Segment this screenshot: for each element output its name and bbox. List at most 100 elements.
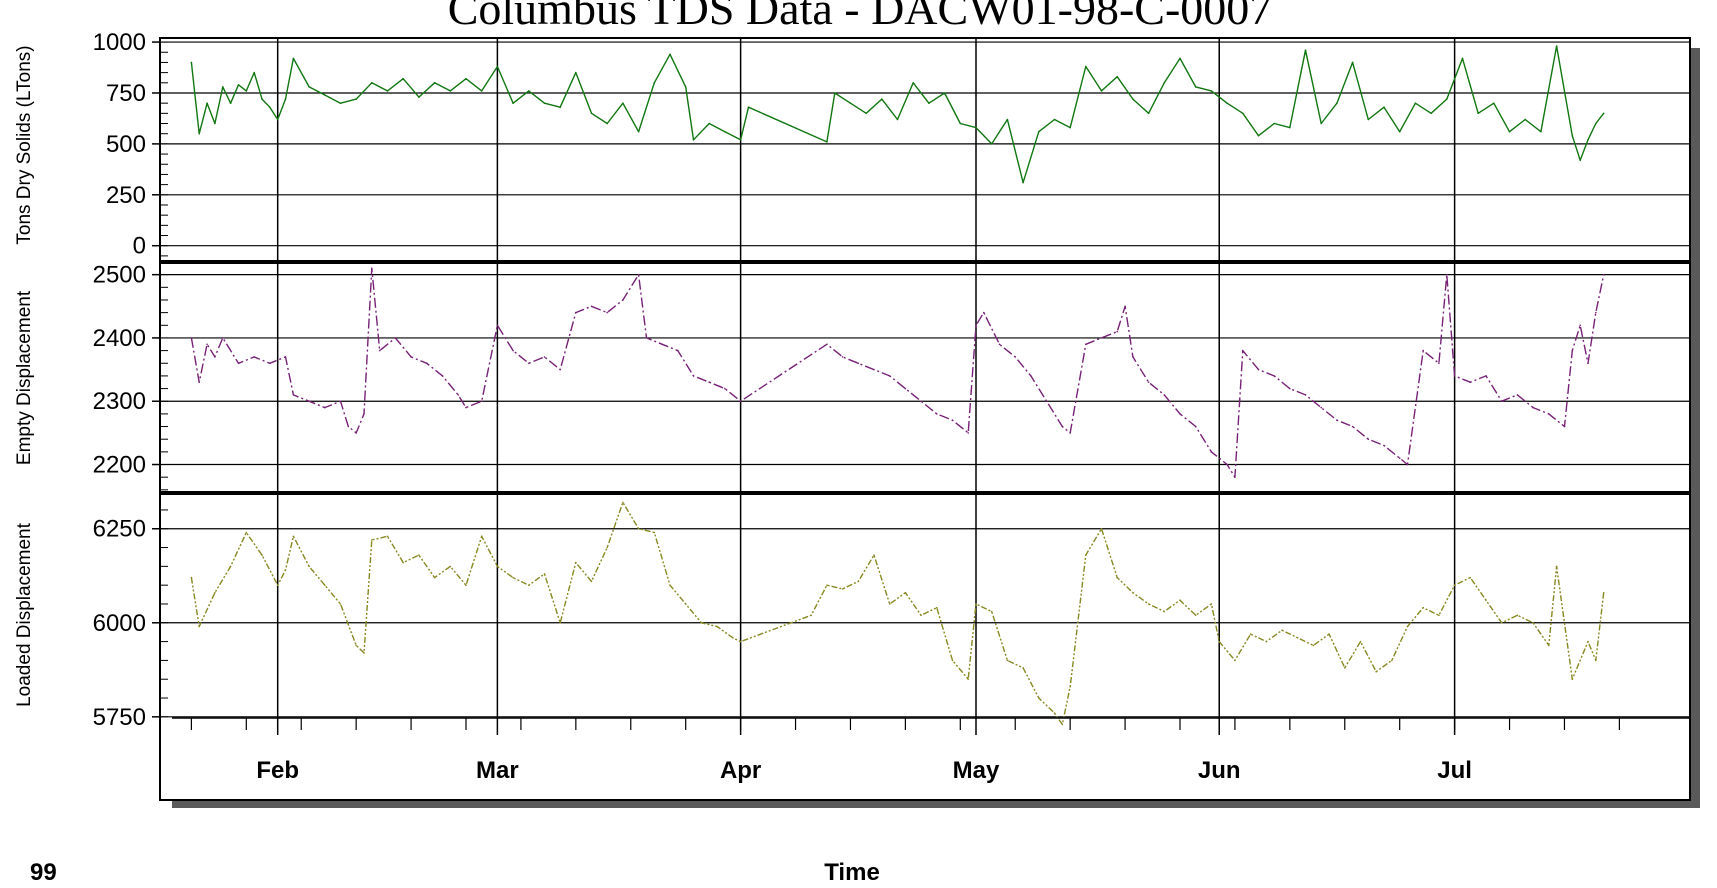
data-point <box>324 584 326 586</box>
data-point <box>653 531 656 534</box>
data-point <box>1344 667 1346 669</box>
data-point <box>512 102 514 104</box>
data-point <box>1595 122 1597 125</box>
data-point <box>1132 591 1134 594</box>
data-point <box>480 535 483 538</box>
data-point <box>1179 599 1181 601</box>
data-point <box>622 102 624 104</box>
data-point <box>951 419 954 422</box>
data-point <box>418 554 420 556</box>
data-point <box>253 71 255 74</box>
data-point <box>347 425 350 428</box>
data-point <box>371 82 373 84</box>
data-point <box>1438 614 1440 617</box>
year-label: 99 <box>30 859 57 886</box>
data-point <box>1453 584 1456 586</box>
data-point <box>1304 49 1307 51</box>
data-point <box>559 622 561 624</box>
data-point <box>841 356 844 358</box>
data-point <box>575 311 577 314</box>
data-point <box>1147 603 1150 605</box>
data-point <box>1069 685 1071 688</box>
data-point <box>747 106 750 108</box>
data-point <box>1226 102 1228 104</box>
data-point <box>1053 118 1056 121</box>
data-point <box>1242 112 1244 115</box>
data-point <box>190 576 193 579</box>
data-point <box>1367 438 1370 441</box>
data-point <box>1438 362 1440 365</box>
data-point <box>669 53 671 56</box>
data-point <box>590 305 593 308</box>
data-point <box>528 90 530 92</box>
x-axis-label: Time <box>824 859 880 886</box>
data-point <box>229 565 232 568</box>
y-tick-label: 5750 <box>93 704 146 731</box>
data-point <box>245 90 248 92</box>
data-point <box>724 130 726 133</box>
data-point <box>394 337 397 339</box>
data-point <box>692 139 695 141</box>
data-point <box>261 98 263 100</box>
data-point <box>1493 102 1495 104</box>
data-point <box>692 375 695 377</box>
data-point <box>1179 413 1181 415</box>
data-point <box>1163 394 1166 396</box>
data-point <box>912 82 914 84</box>
data-point <box>1265 640 1268 643</box>
data-point <box>543 573 546 575</box>
data-point <box>496 324 499 327</box>
data-point <box>1147 112 1150 115</box>
data-point <box>402 77 405 80</box>
data-point <box>339 603 342 605</box>
data-point <box>559 368 561 371</box>
data-point <box>943 92 946 94</box>
data-point <box>355 98 358 100</box>
data-point <box>410 356 412 358</box>
data-point <box>904 387 907 390</box>
data-point <box>1563 425 1566 428</box>
data-point <box>1587 640 1589 643</box>
data-point <box>637 527 640 530</box>
data-point <box>1100 337 1103 339</box>
data-point <box>1359 640 1362 643</box>
data-point <box>1085 554 1087 556</box>
data-point <box>684 603 687 605</box>
data-point <box>873 368 875 371</box>
data-point <box>575 71 577 74</box>
data-point <box>1242 349 1244 352</box>
data-point <box>1516 614 1519 617</box>
data-point <box>1548 413 1550 415</box>
data-point <box>1116 330 1118 333</box>
data-point <box>1571 134 1574 137</box>
data-point <box>998 343 1001 346</box>
data-point <box>1398 130 1401 133</box>
y-axis-label-empty: Empty Displacement <box>14 290 35 465</box>
data-point <box>261 554 263 556</box>
data-point <box>1194 425 1197 428</box>
data-point <box>841 588 844 590</box>
data-point <box>198 381 200 384</box>
y-tick-label: 500 <box>106 131 146 158</box>
data-point <box>857 362 860 365</box>
data-point <box>269 106 271 108</box>
data-point <box>1587 362 1589 365</box>
data-point <box>834 92 836 94</box>
data-point <box>1085 343 1087 346</box>
data-point <box>449 565 452 568</box>
x-tick-label: Jun <box>1198 757 1241 784</box>
data-point <box>1571 349 1574 352</box>
data-point <box>1218 640 1220 643</box>
data-point <box>1398 457 1401 460</box>
data-point <box>1304 394 1307 396</box>
data-point <box>512 576 514 579</box>
data-point <box>1045 400 1048 403</box>
data-point <box>363 652 365 654</box>
data-point <box>575 561 577 564</box>
data-point <box>1422 606 1424 609</box>
data-point <box>214 122 216 125</box>
data-point <box>284 98 287 100</box>
x-tick-label: Apr <box>720 757 761 784</box>
data-point <box>1014 356 1016 358</box>
